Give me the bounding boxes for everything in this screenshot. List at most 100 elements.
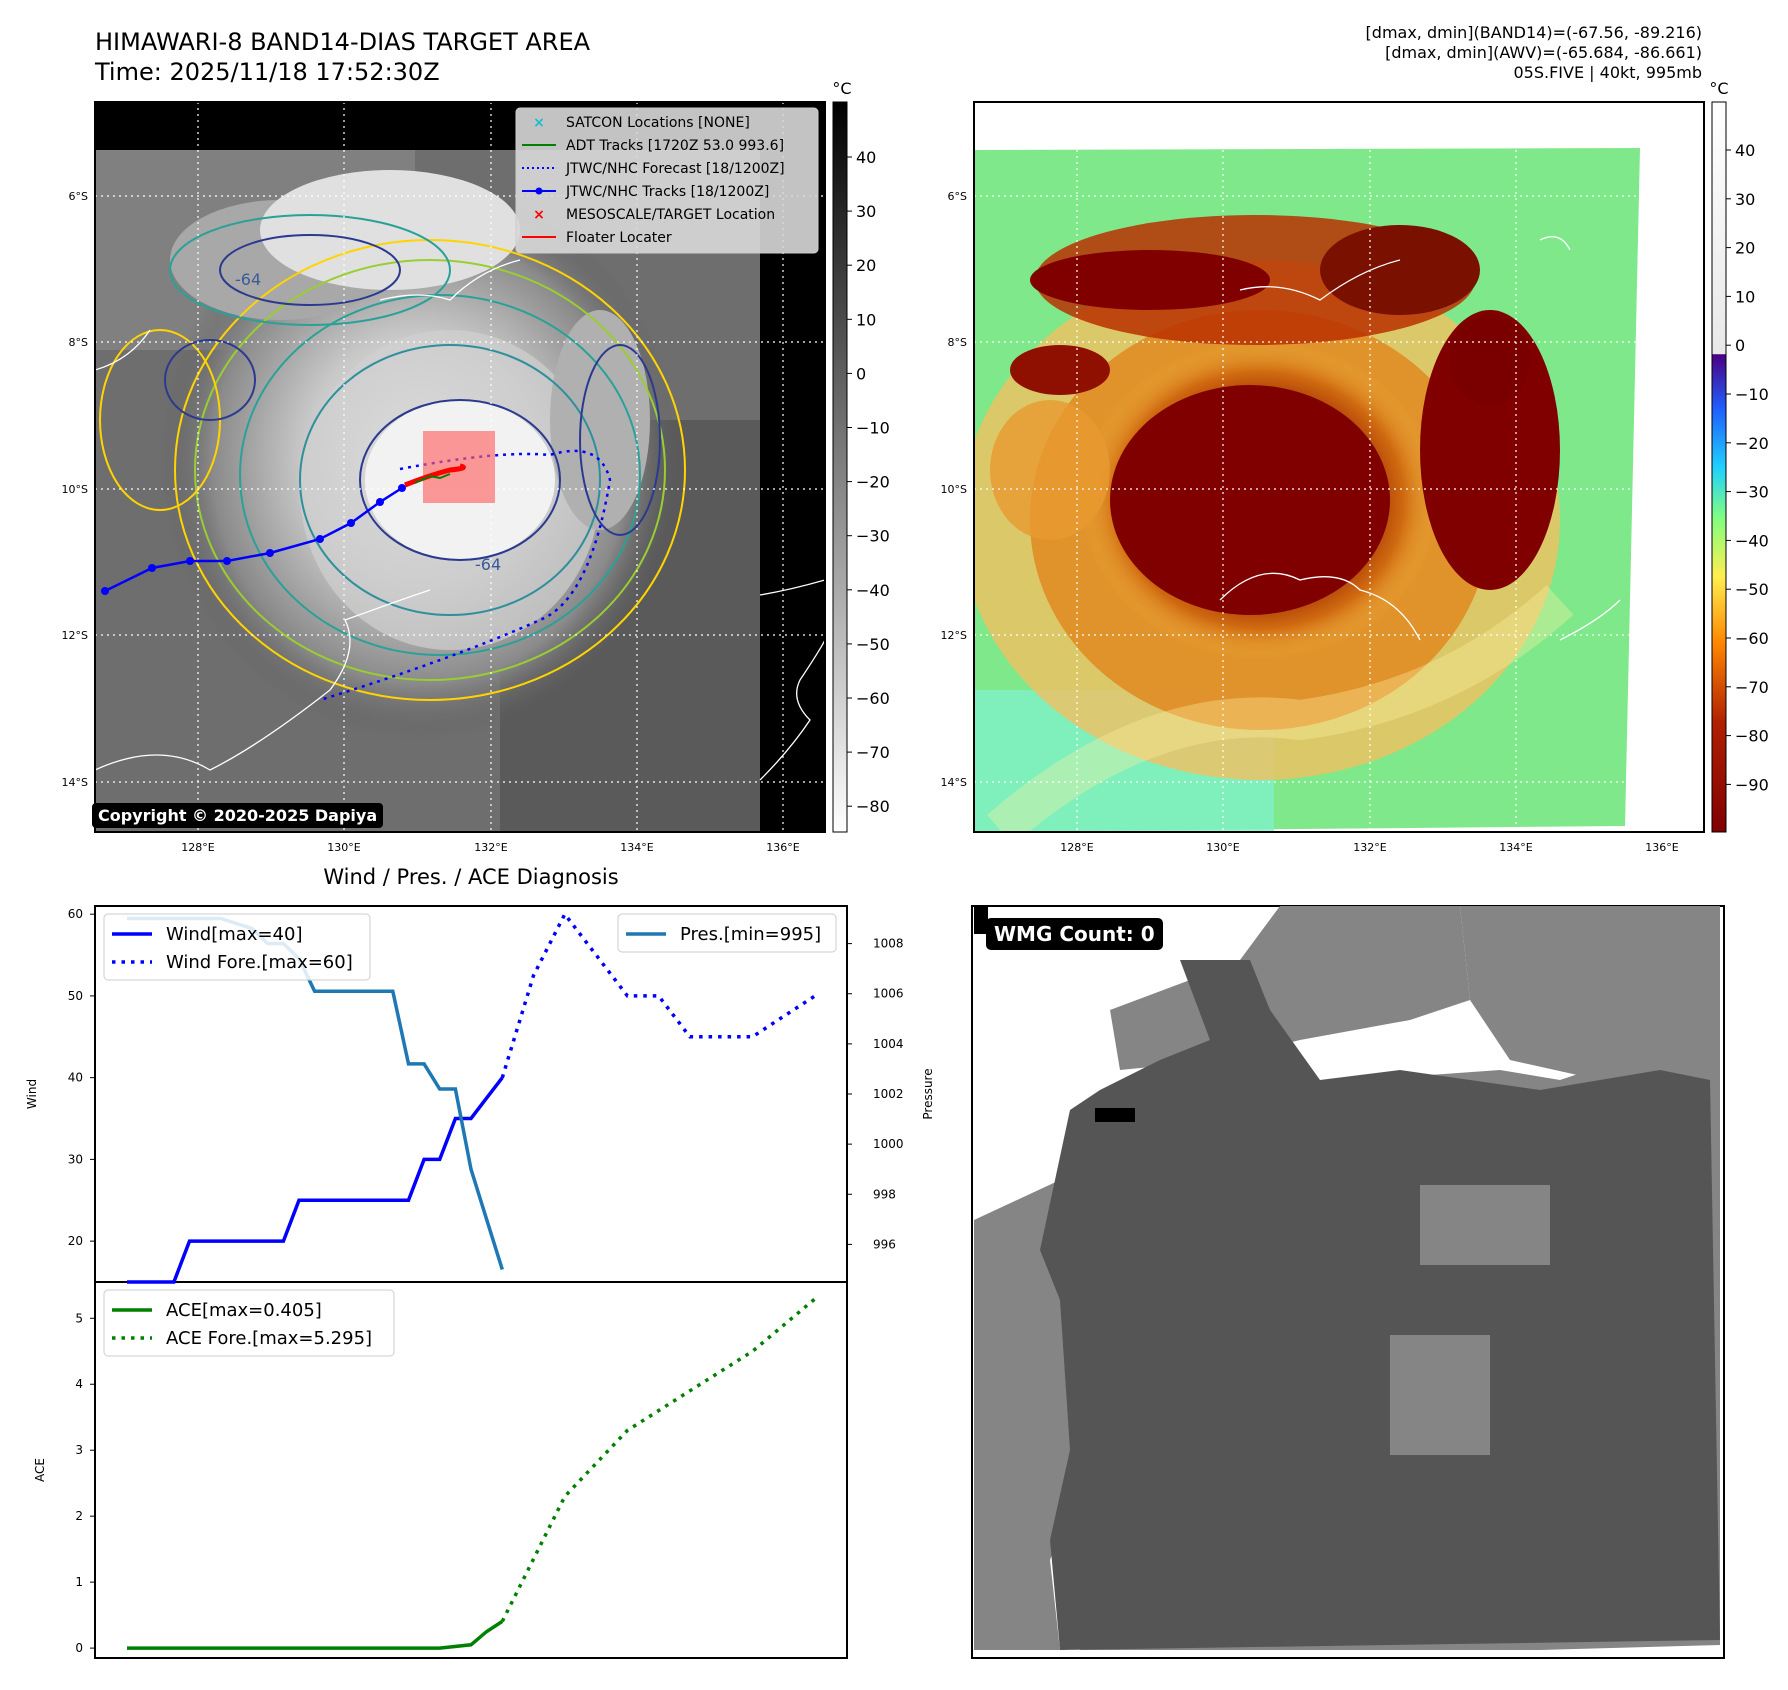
colorbar-tick-label: −60	[856, 689, 890, 708]
lat-tick-label: 6°S	[69, 190, 88, 203]
legend-label: Wind[max=40]	[166, 924, 303, 945]
legend-label: Floater Locater	[566, 230, 672, 246]
series-line	[500, 910, 816, 1079]
y-tick-label: 3	[75, 1443, 83, 1457]
copyright-badge: Copyright © 2020-2025 Dapiya	[92, 803, 384, 828]
awv-colorbar-unit: °C	[1709, 79, 1728, 98]
colorbar-tick-label: −60	[1735, 629, 1769, 648]
colorbar-tick-label: 20	[1735, 239, 1755, 258]
awv-colorbar: °C 40 30 20 10 0 −10 −20 −30 −40 −50 −60 −70 −80 −90	[1709, 79, 1769, 833]
colorbar-tick-label: 10	[1735, 287, 1755, 306]
legend-marker-icon: ×	[533, 115, 545, 131]
series-line	[500, 1297, 817, 1623]
colorbar-tick-label: 10	[856, 310, 876, 329]
y-tick-label: 5	[75, 1311, 83, 1325]
pressure-axis-label: Pressure	[921, 1068, 935, 1119]
figure-title: HIMAWARI-8 BAND14-DIAS TARGET AREA	[95, 28, 591, 56]
ace-axis-label: ACE	[33, 1458, 47, 1482]
lat-tick-label: 8°S	[948, 336, 967, 349]
lon-tick-label: 136°E	[766, 841, 799, 854]
ir-map-frame	[94, 101, 826, 833]
chart-legend: Pres.[min=995]	[617, 913, 837, 953]
lat-tick-label: 8°S	[69, 336, 88, 349]
colorbar-tick-label: −30	[1735, 483, 1769, 502]
y2-tick-label: 996	[873, 1237, 896, 1251]
wind-axis-label: Wind	[25, 1079, 39, 1109]
awv-satellite-map	[974, 102, 1704, 832]
y2-tick-label: 998	[873, 1187, 896, 1201]
wmg-count-badge: WMG Count: 0	[986, 918, 1163, 950]
legend-marker-icon: ×	[533, 207, 545, 223]
colorbar-tick-label: 40	[1735, 141, 1755, 160]
lat-tick-label: 12°S	[941, 629, 967, 642]
chart-legend: Wind[max=40] Wind Fore.[max=60]	[103, 913, 371, 981]
colorbar-tick-label: 30	[856, 202, 876, 221]
legend-label: Wind Fore.[max=60]	[166, 952, 353, 973]
legend-entry: × SATCON Locations [NONE]	[533, 115, 750, 131]
series-line	[127, 1619, 504, 1650]
legend-entry: JTWC/NHC Tracks [18/1200Z]	[522, 184, 769, 200]
y2-tick-label: 1004	[873, 1037, 904, 1051]
lon-tick-label: 134°E	[620, 841, 653, 854]
legend-label: MESOSCALE/TARGET Location	[566, 207, 775, 223]
y2-tick-label: 1002	[873, 1087, 904, 1101]
lon-tick-label: 130°E	[1206, 841, 1239, 854]
ir-colorbar: °C 40 30 20 10 0 −10 −20 −30 −40 −50 −60 −70 −80	[832, 79, 890, 833]
info-awv: [dmax, dmin](AWV)=(-65.684, -86.661)	[1385, 43, 1702, 62]
info-band14: [dmax, dmin](BAND14)=(-67.56, -89.216)	[1366, 23, 1702, 42]
legend-label: ACE Fore.[max=5.295]	[166, 1328, 372, 1349]
y-tick-label: 1	[75, 1575, 83, 1589]
legend-entry: JTWC/NHC Forecast [18/1200Z]	[522, 161, 785, 177]
legend-label: JTWC/NHC Forecast [18/1200Z]	[565, 161, 785, 177]
series-line	[127, 1076, 504, 1284]
lon-tick-label: 134°E	[1499, 841, 1532, 854]
lat-tick-label: 12°S	[62, 629, 88, 642]
colorbar-tick-label: 40	[856, 148, 876, 167]
legend-entry: ADT Tracks [1720Z 53.0 993.6]	[522, 138, 784, 154]
info-storm: 05S.FIVE | 40kt, 995mb	[1514, 63, 1703, 82]
colorbar-tick-label: 20	[856, 256, 876, 275]
ir-contour-label: -64	[235, 270, 261, 289]
y-tick-label: 20	[68, 1234, 83, 1248]
chart-legend: ACE[max=0.405] ACE Fore.[max=5.295]	[103, 1289, 395, 1357]
colorbar-tick-label: −80	[1735, 727, 1769, 746]
y-tick-label: 50	[68, 989, 83, 1003]
lat-tick-label: 14°S	[941, 776, 967, 789]
colorbar-tick-label: −40	[856, 581, 890, 600]
ir-contour-label: -64	[475, 555, 501, 574]
lon-tick-label: 136°E	[1645, 841, 1678, 854]
colorbar-tick-label: −40	[1735, 531, 1769, 550]
legend-label: SATCON Locations [NONE]	[566, 115, 750, 131]
diagnosis-title: Wind / Pres. / ACE Diagnosis	[323, 865, 618, 889]
legend-label: ADT Tracks [1720Z 53.0 993.6]	[566, 138, 784, 154]
legend-label: ACE[max=0.405]	[166, 1300, 322, 1321]
legend-label: Pres.[min=995]	[680, 924, 821, 945]
y-tick-label: 2	[75, 1509, 83, 1523]
y-tick-label: 40	[68, 1071, 83, 1085]
y2-tick-label: 1000	[873, 1137, 904, 1151]
colorbar-tick-label: −80	[856, 797, 890, 816]
y-tick-label: 0	[75, 1641, 83, 1655]
lat-tick-label: 6°S	[948, 190, 967, 203]
colorbar-tick-label: −50	[1735, 580, 1769, 599]
lon-tick-label: 132°E	[474, 841, 507, 854]
colorbar-tick-label: −10	[856, 419, 890, 438]
legend-label: JTWC/NHC Tracks [18/1200Z]	[565, 184, 769, 200]
awv-map-frame	[973, 101, 1705, 833]
colorbar-tick-label: −90	[1735, 775, 1769, 794]
colorbar-tick-label: −30	[856, 527, 890, 546]
lon-tick-label: 132°E	[1353, 841, 1386, 854]
colorbar-tick-label: −70	[1735, 678, 1769, 697]
legend-dot-icon	[535, 187, 543, 195]
colorbar-tick-label: −10	[1735, 385, 1769, 404]
colorbar-tick-label: 30	[1735, 190, 1755, 209]
legend-entry: × MESOSCALE/TARGET Location	[533, 207, 775, 223]
wmg-map	[971, 905, 1725, 1659]
y2-tick-label: 1008	[873, 937, 904, 951]
figure-time: Time: 2025/11/18 17:52:30Z	[94, 58, 440, 86]
lat-tick-label: 10°S	[62, 483, 88, 496]
y-tick-label: 30	[68, 1152, 83, 1166]
lat-tick-label: 10°S	[941, 483, 967, 496]
colorbar-tick-label: −20	[1735, 434, 1769, 453]
